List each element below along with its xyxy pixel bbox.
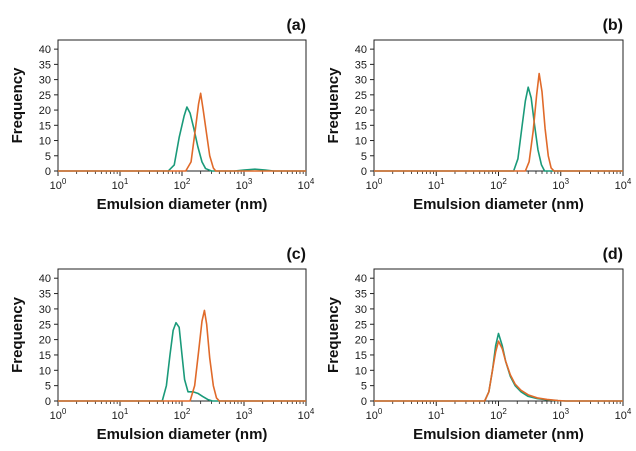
y-tick-label: 20 <box>39 335 51 347</box>
x-axis-title: Emulsion diameter (nm) <box>97 196 268 213</box>
y-tick-label: 20 <box>355 105 367 117</box>
x-tick-label: 104 <box>298 177 315 192</box>
x-tick-label: 103 <box>236 177 253 192</box>
x-tick-label: 100 <box>50 407 67 422</box>
panel-label: (c) <box>286 246 306 263</box>
y-tick-label: 0 <box>45 166 51 178</box>
series-line-1 <box>58 106 306 172</box>
y-tick-label: 25 <box>39 319 51 331</box>
x-tick-label: 101 <box>428 407 445 422</box>
series-line-2 <box>374 72 623 172</box>
panel-d: 0 5 10 15 20 25 30 35 40 100 101 102 103 104 Emulsion … <box>325 246 632 443</box>
plot-frame <box>57 39 307 172</box>
x-tick-label: 104 <box>615 177 632 192</box>
y-tick-label: 35 <box>39 59 51 71</box>
y-tick-label: 5 <box>45 381 51 393</box>
y-tick-label: 30 <box>355 304 367 316</box>
series-line-1 <box>58 321 306 402</box>
y-tick-label: 5 <box>45 151 51 163</box>
series-line-2 <box>58 92 306 172</box>
y-tick-label: 15 <box>355 350 367 362</box>
x-axis-title: Emulsion diameter (nm) <box>413 426 584 443</box>
y-axis-title: Frequency <box>9 296 26 373</box>
y-tick-label: 10 <box>39 365 51 377</box>
y-tick-label: 15 <box>355 120 367 132</box>
x-tick-label: 100 <box>366 177 383 192</box>
y-tick-label: 40 <box>355 273 367 285</box>
y-tick-label: 10 <box>355 136 367 148</box>
x-tick-label: 100 <box>366 407 383 422</box>
x-tick-label: 104 <box>298 407 315 422</box>
series-line-2 <box>58 309 306 402</box>
y-tick-label: 35 <box>355 59 367 71</box>
y-tick-label: 5 <box>361 151 367 163</box>
y-tick-label: 20 <box>355 335 367 347</box>
x-tick-label: 102 <box>174 177 191 192</box>
x-tick-label: 101 <box>112 407 129 422</box>
y-tick-label: 10 <box>355 365 367 377</box>
x-tick-label: 103 <box>552 407 569 422</box>
panel-b: 0 5 10 15 20 25 30 35 40 100 101 102 103 104 Emulsion … <box>325 17 632 213</box>
y-tick-label: 0 <box>361 396 367 408</box>
y-tick-label: 30 <box>355 75 367 87</box>
x-tick-label: 101 <box>428 177 445 192</box>
y-axis-title: Frequency <box>9 67 26 144</box>
panel-label: (a) <box>286 17 306 34</box>
y-tick-label: 10 <box>39 136 51 148</box>
x-tick-label: 102 <box>490 177 507 192</box>
panel-label: (d) <box>603 246 623 263</box>
x-axis-title: Emulsion diameter (nm) <box>413 196 584 213</box>
panel-c: 0 5 10 15 20 25 30 35 40 100 101 102 103 104 Emulsion … <box>9 246 315 443</box>
x-tick-label: 102 <box>490 407 507 422</box>
x-tick-label: 102 <box>174 407 191 422</box>
panel-label: (b) <box>603 17 623 34</box>
y-tick-label: 30 <box>39 75 51 87</box>
y-axis-title: Frequency <box>325 296 342 373</box>
x-tick-label: 103 <box>552 177 569 192</box>
x-tick-label: 104 <box>615 407 632 422</box>
y-axis-title: Frequency <box>325 67 342 144</box>
y-tick-label: 35 <box>355 289 367 301</box>
y-tick-label: 35 <box>39 289 51 301</box>
y-tick-label: 25 <box>355 319 367 331</box>
x-tick-label: 103 <box>236 407 253 422</box>
y-tick-label: 25 <box>39 90 51 102</box>
y-tick-label: 0 <box>45 396 51 408</box>
y-tick-label: 25 <box>355 90 367 102</box>
plot-frame <box>373 39 624 172</box>
y-tick-label: 20 <box>39 105 51 117</box>
series-line-1 <box>374 86 623 172</box>
series-line-2 <box>374 340 623 402</box>
panel-a: 0 5 10 15 20 25 30 35 40 100 101 102 103 104 Emulsion … <box>9 17 315 213</box>
y-tick-label: 40 <box>355 44 367 56</box>
y-tick-label: 40 <box>39 273 51 285</box>
x-axis-title: Emulsion diameter (nm) <box>97 426 268 443</box>
y-tick-label: 5 <box>361 381 367 393</box>
x-tick-label: 100 <box>50 177 67 192</box>
y-tick-label: 15 <box>39 120 51 132</box>
y-tick-label: 15 <box>39 350 51 362</box>
x-tick-label: 101 <box>112 177 129 192</box>
y-tick-label: 0 <box>361 166 367 178</box>
y-tick-label: 30 <box>39 304 51 316</box>
y-tick-label: 40 <box>39 44 51 56</box>
plot-frame <box>57 268 307 402</box>
